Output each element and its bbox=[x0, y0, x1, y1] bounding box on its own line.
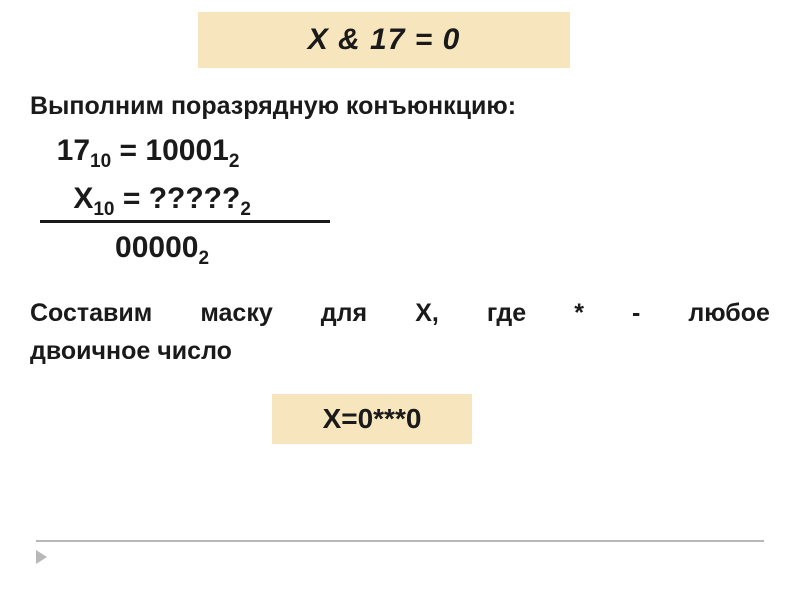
eq1-right-sub: 2 bbox=[229, 151, 240, 172]
w0: Составим bbox=[30, 295, 152, 333]
mask-prompt-line1: Составим маску для X, где * - любое bbox=[30, 295, 770, 333]
footer-rule bbox=[36, 540, 764, 542]
nav-arrow-icon bbox=[36, 550, 47, 564]
equation-row-3: 000002 bbox=[40, 225, 251, 273]
eq1-right: 10001 bbox=[145, 134, 228, 167]
eq2-equals: = bbox=[115, 182, 149, 215]
equation-underline bbox=[40, 220, 330, 223]
w6: - bbox=[632, 295, 640, 333]
w3: X, bbox=[415, 295, 439, 333]
mask-prompt-line2: двоичное число bbox=[30, 333, 770, 371]
eq2-right-sub: 2 bbox=[240, 199, 251, 220]
w1: маску bbox=[200, 295, 272, 333]
eq3-val: 00000 bbox=[115, 231, 198, 264]
title-highlight-box: X & 17 = 0 bbox=[198, 12, 570, 68]
eq2-left-sub: 10 bbox=[93, 199, 114, 220]
title-expression: X & 17 = 0 bbox=[308, 23, 461, 57]
equation-row-1: 1710 = 100012 bbox=[40, 128, 251, 176]
equation-block: 1710 = 100012 X10 = ?????2 000002 bbox=[40, 128, 251, 273]
eq1-equals: = bbox=[111, 134, 145, 167]
eq1-left: 17 bbox=[57, 134, 90, 167]
eq3-sub: 2 bbox=[198, 248, 209, 269]
mask-expression: X=0***0 bbox=[323, 403, 422, 435]
w4: где bbox=[487, 295, 526, 333]
w5: * bbox=[574, 295, 584, 333]
mask-prompt: Составим маску для X, где * - любое двои… bbox=[30, 295, 770, 370]
w2: для bbox=[321, 295, 367, 333]
equation-row-2: X10 = ?????2 bbox=[40, 176, 251, 224]
eq2-right: ????? bbox=[149, 182, 241, 215]
eq2-left: X bbox=[73, 182, 93, 215]
intro-text: Выполним поразрядную конъюнкцию: bbox=[30, 92, 516, 121]
w7: любое bbox=[688, 295, 770, 333]
mask-highlight-box: X=0***0 bbox=[272, 394, 472, 444]
eq1-left-sub: 10 bbox=[90, 151, 111, 172]
